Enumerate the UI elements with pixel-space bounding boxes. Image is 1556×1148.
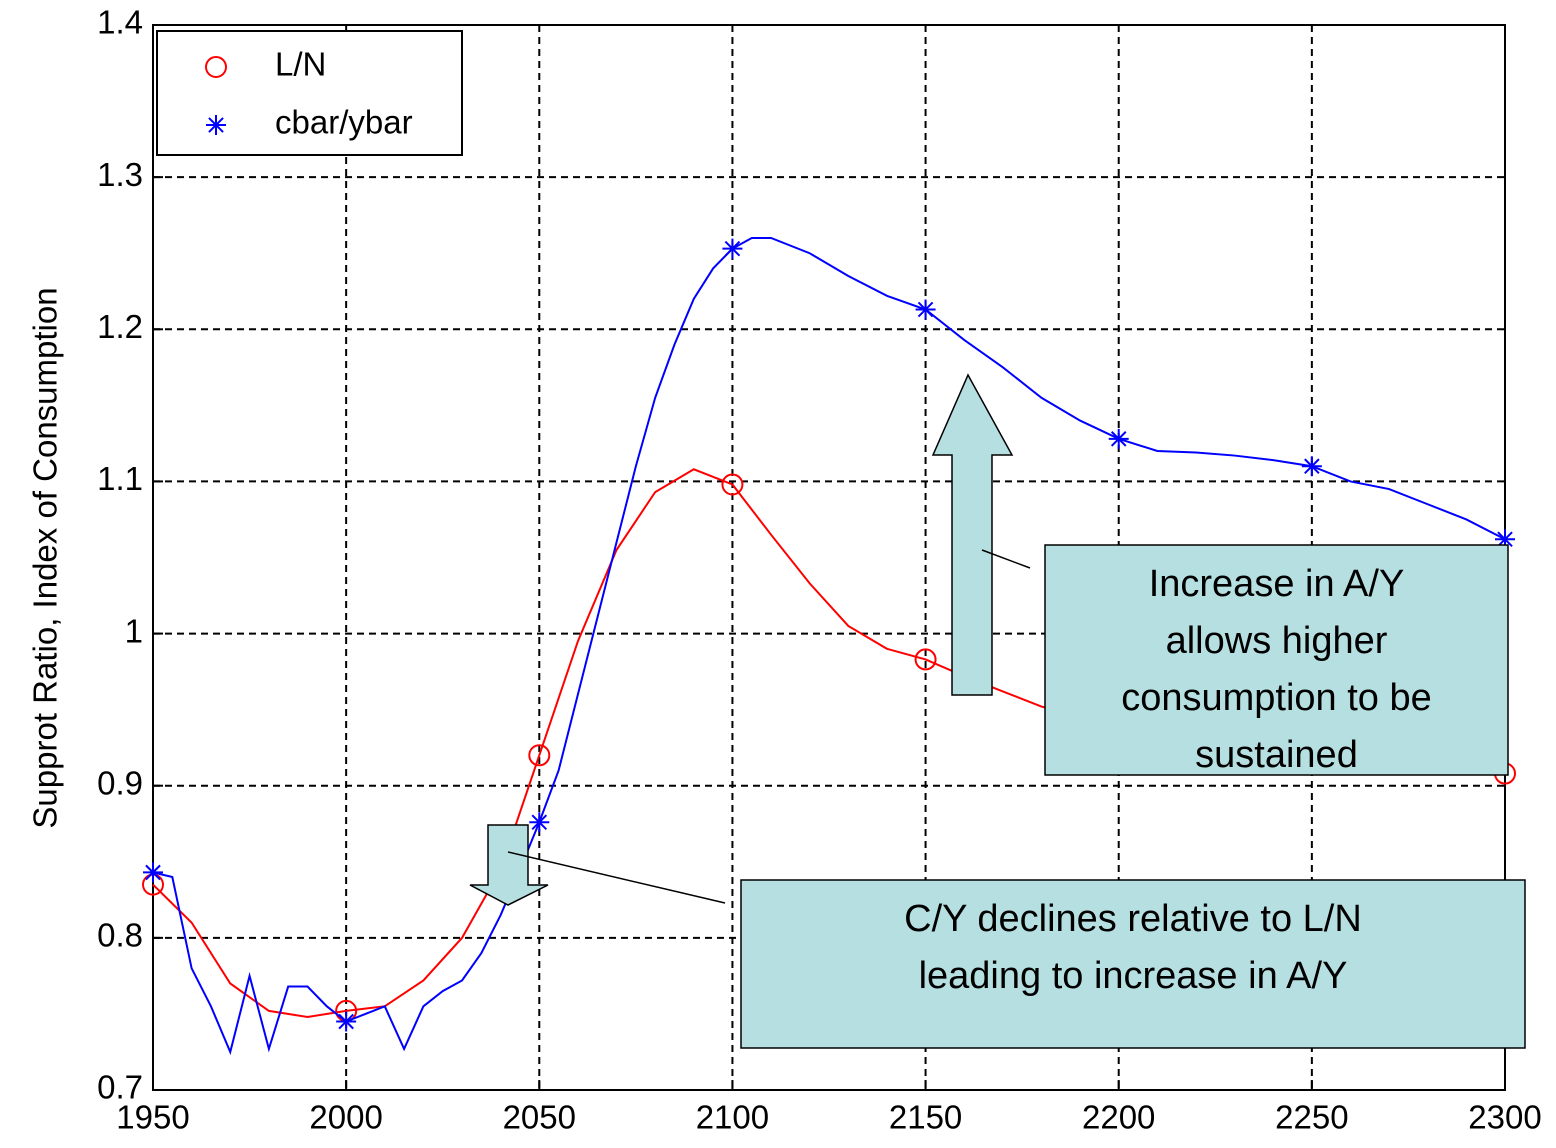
y-tick-label: 1.4 [97,4,143,41]
down-arrow [469,824,549,906]
x-tick-label: 2150 [889,1099,962,1136]
y-tick-label: 0.8 [97,917,143,954]
x-tick-label: 2000 [309,1099,382,1136]
legend-label: L/N [275,46,326,83]
y-tick-label: 1 [125,612,143,649]
y-tick-label: 1.1 [97,460,143,497]
annotation-text: consumption to be [1121,677,1432,719]
marker [529,812,550,833]
y-tick-label: 0.9 [97,764,143,801]
annotation-text: leading to increase in A/Y [919,955,1348,997]
pointer-line [981,549,1031,569]
annotation-text: Increase in A/Y [1149,563,1405,605]
marker [1301,456,1322,477]
annotation-box [1044,544,1509,776]
legend-marker [206,115,226,135]
up-arrow [931,373,1014,696]
marker [721,473,744,496]
x-tick-label: 2050 [503,1099,576,1136]
x-tick-label: 1950 [116,1099,189,1136]
series-line [152,237,1506,1056]
annotation-text: sustained [1195,734,1358,776]
y-tick-label: 1.2 [97,308,143,345]
marker [1108,428,1129,449]
x-tick-label: 2250 [1275,1099,1348,1136]
marker [1495,529,1515,550]
series-line [152,468,1506,1018]
legend-marker [205,56,227,78]
y-tick-label: 0.7 [97,1069,143,1106]
marker [143,862,163,883]
marker [914,648,937,671]
y-tick-label: 1.3 [97,156,143,193]
marker [528,744,551,767]
marker [722,238,743,259]
legend-label: cbar/ybar [275,104,413,141]
marker [915,299,936,320]
annotation-text: allows higher [1166,620,1388,662]
pointer-line [507,851,726,904]
legend-box [156,30,463,156]
x-tick-label: 2200 [1082,1099,1155,1136]
x-tick-label: 2100 [696,1099,769,1136]
marker [336,1011,357,1032]
annotation-box [740,879,1526,1049]
x-tick-label: 2300 [1468,1099,1541,1136]
y-axis-label: Supprot Ratio, Index of Consumption [27,287,64,828]
annotation-text: C/Y declines relative to L/N [904,898,1362,940]
